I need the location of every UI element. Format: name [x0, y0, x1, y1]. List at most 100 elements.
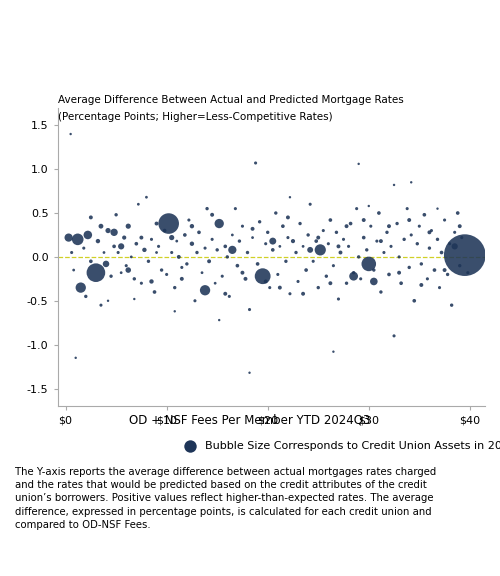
Point [264, 228, 272, 237]
Point [390, 180, 398, 190]
Point [66, 130, 74, 139]
Point [456, 261, 464, 270]
Point [438, 248, 446, 257]
Point [375, 209, 383, 218]
Point [218, 272, 226, 281]
Point [76, 283, 84, 292]
Point [407, 178, 415, 187]
Point [296, 219, 304, 228]
Point [222, 289, 230, 298]
Point [262, 277, 270, 286]
Point [262, 239, 270, 248]
Point [215, 316, 223, 325]
Point [107, 272, 115, 281]
Point [188, 222, 196, 231]
Point [405, 215, 413, 225]
Point [246, 305, 254, 314]
Point [152, 248, 160, 257]
Point [407, 230, 415, 240]
Point [304, 230, 312, 240]
Point [246, 368, 254, 377]
Point [324, 239, 332, 248]
Point [203, 204, 211, 213]
Point [130, 294, 138, 304]
Point [74, 235, 82, 244]
Point [292, 248, 300, 257]
Point [175, 252, 183, 262]
Point [87, 213, 95, 222]
Point [450, 228, 458, 237]
Point [314, 283, 322, 292]
Point [122, 261, 130, 270]
Point [222, 242, 230, 251]
Point [458, 233, 466, 242]
Point [352, 204, 360, 213]
Point [148, 277, 156, 286]
Point [224, 252, 232, 262]
Point [314, 233, 322, 242]
Point [440, 266, 448, 275]
Point [326, 279, 334, 288]
Point [360, 215, 368, 225]
Point [124, 266, 132, 275]
Point [274, 270, 282, 279]
Point [252, 158, 260, 168]
Point [236, 237, 244, 246]
Point [168, 248, 175, 257]
Point [266, 283, 274, 292]
Point [446, 239, 454, 248]
Point [168, 233, 175, 242]
Point [140, 245, 148, 255]
Point [322, 272, 330, 281]
Point [84, 230, 92, 240]
Point [336, 248, 344, 257]
Point [185, 215, 193, 225]
Point [434, 235, 442, 244]
Point [302, 266, 310, 275]
Point [208, 235, 216, 244]
Point [284, 213, 292, 222]
Point [215, 219, 223, 228]
Point [238, 222, 246, 231]
Point [276, 242, 284, 251]
Point [294, 277, 302, 286]
Point [390, 331, 398, 340]
Point [279, 222, 287, 231]
Point [405, 263, 413, 272]
Point [434, 204, 442, 213]
Point [354, 160, 362, 169]
Point [138, 233, 145, 242]
Point [330, 347, 338, 357]
Point [269, 245, 277, 255]
Point [426, 228, 434, 237]
Point [363, 245, 371, 255]
Point [92, 268, 100, 277]
Point [244, 248, 252, 257]
Point [208, 210, 216, 219]
Text: (Percentage Points; Higher=Less-Competitive Rates): (Percentage Points; Higher=Less-Competit… [58, 112, 332, 122]
Point [82, 292, 90, 301]
Point [424, 274, 432, 283]
Point [385, 270, 393, 279]
Point [360, 233, 368, 242]
Point [403, 204, 411, 213]
Point [356, 274, 364, 283]
Point [340, 235, 347, 244]
Point [456, 222, 464, 231]
Point [365, 259, 373, 268]
Point [97, 301, 105, 310]
Point [148, 235, 156, 244]
Point [178, 263, 186, 272]
Point [114, 248, 122, 257]
Point [342, 222, 350, 231]
Point [72, 353, 80, 362]
Point [377, 237, 385, 246]
Point [100, 248, 108, 257]
Point [195, 228, 203, 237]
Point [104, 296, 112, 305]
Point [326, 215, 334, 225]
Point [289, 237, 297, 246]
Point [138, 279, 145, 288]
Point [344, 242, 352, 251]
Point [164, 219, 172, 228]
